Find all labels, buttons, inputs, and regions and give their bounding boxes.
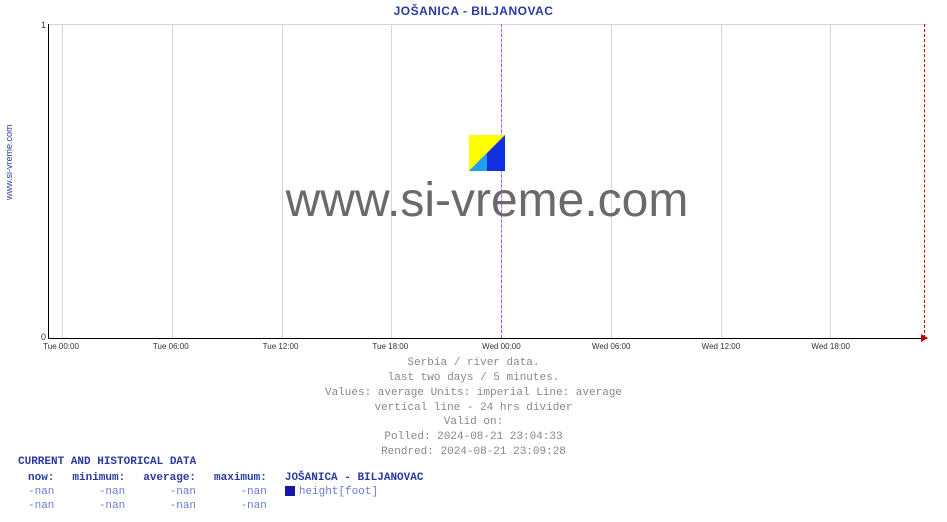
col-header: minimum: — [64, 472, 133, 484]
gridline-h — [49, 24, 927, 25]
series-label-text: height[foot] — [299, 486, 378, 498]
table-header-row: now: minimum: average: maximum: JOŠANICA… — [20, 472, 431, 484]
x-tick-label: Wed 12:00 — [702, 342, 741, 351]
series-swatch-icon — [285, 486, 295, 496]
col-header: maximum: — [206, 472, 275, 484]
x-tick-label: Wed 18:00 — [811, 342, 850, 351]
caption-line: Values: average Units: imperial Line: av… — [0, 386, 947, 401]
x-tick-label: Wed 06:00 — [592, 342, 631, 351]
gridline-v — [391, 24, 392, 338]
cell: -nan — [64, 500, 133, 512]
chart-title: JOŠANICA - BILJANOVAC — [0, 4, 947, 18]
y-tick-label: 0 — [36, 332, 46, 342]
end-marker-line — [924, 24, 925, 338]
gridline-v — [172, 24, 173, 338]
cell: -nan — [20, 486, 62, 498]
x-tick-label: Tue 06:00 — [153, 342, 189, 351]
data-table: now: minimum: average: maximum: JOŠANICA… — [18, 470, 433, 514]
cell: -nan — [64, 486, 133, 498]
data-section-header: CURRENT AND HISTORICAL DATA — [18, 456, 196, 468]
gridline-v — [721, 24, 722, 338]
plot-area — [48, 24, 927, 339]
caption-line: Valid on: — [0, 415, 947, 430]
table-row: -nan -nan -nan -nan — [20, 500, 431, 512]
end-arrow-icon — [921, 334, 928, 342]
y-tick-label: 1 — [36, 20, 46, 30]
x-tick-label: Tue 00:00 — [43, 342, 79, 351]
24h-divider-line — [501, 24, 502, 338]
caption-line: Serbia / river data. — [0, 356, 947, 371]
caption-line: vertical line - 24 hrs divider — [0, 401, 947, 416]
cell: -nan — [206, 500, 275, 512]
series-cell: height[foot] — [277, 486, 432, 498]
cell: -nan — [20, 500, 62, 512]
caption-block: Serbia / river data. last two days / 5 m… — [0, 356, 947, 460]
gridline-v — [830, 24, 831, 338]
station-header: JOŠANICA - BILJANOVAC — [277, 472, 432, 484]
gridline-v — [282, 24, 283, 338]
cell: -nan — [206, 486, 275, 498]
gridline-v — [611, 24, 612, 338]
table-row: -nan -nan -nan -nan height[foot] — [20, 486, 431, 498]
caption-line: last two days / 5 minutes. — [0, 371, 947, 386]
col-header: now: — [20, 472, 62, 484]
col-header: average: — [135, 472, 204, 484]
cell: -nan — [135, 486, 204, 498]
x-tick-label: Wed 00:00 — [482, 342, 521, 351]
caption-line: Polled: 2024-08-21 23:04:33 — [0, 430, 947, 445]
x-tick-label: Tue 18:00 — [372, 342, 408, 351]
chart-container: { "chart": { "type": "line", "title": "J… — [0, 0, 947, 522]
cell: -nan — [135, 500, 204, 512]
x-tick-label: Tue 12:00 — [263, 342, 299, 351]
y-axis-side-label: www.si-vreme.com — [4, 124, 14, 200]
gridline-v — [62, 24, 63, 338]
